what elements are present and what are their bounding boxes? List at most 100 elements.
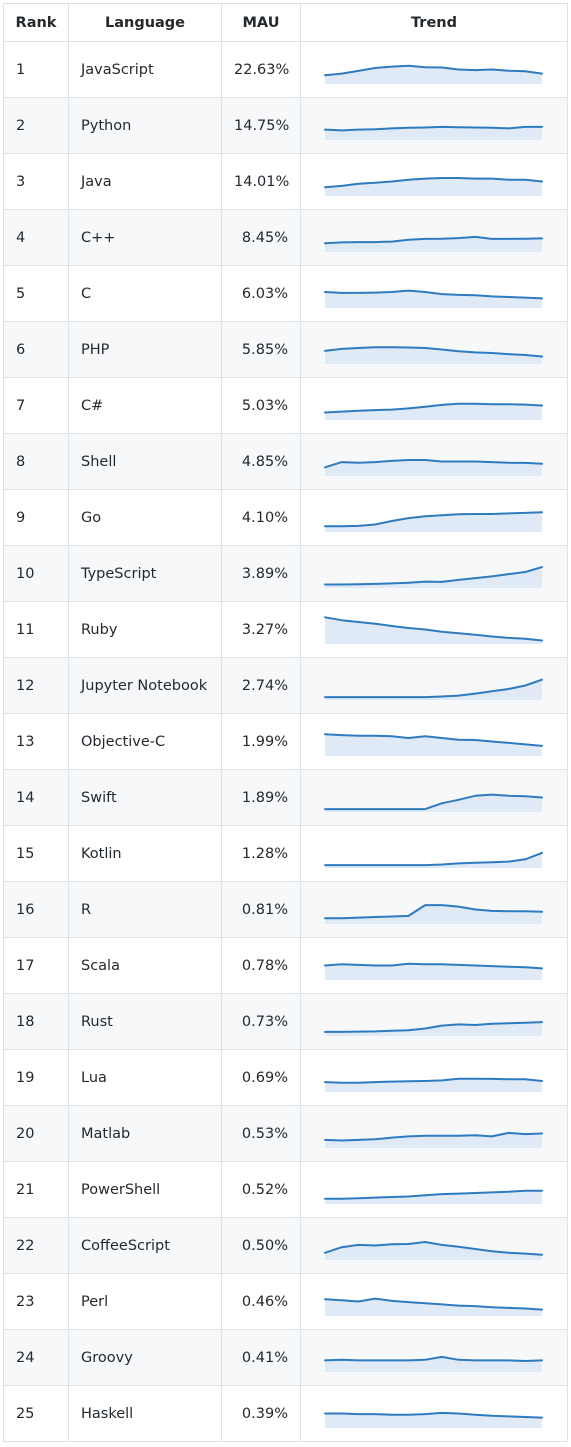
trend-line <box>324 458 543 468</box>
mau-cell: 0.50% <box>221 1217 301 1274</box>
trend-cell <box>300 97 568 154</box>
language-cell: Matlab <box>68 1105 222 1162</box>
mau-cell: 4.85% <box>221 433 301 490</box>
trend-sparkline <box>324 732 543 756</box>
trend-area <box>325 511 542 532</box>
trend-sparkline <box>324 235 543 252</box>
trend-area <box>325 616 542 644</box>
trend-line <box>324 1020 543 1033</box>
language-cell: Shell <box>68 433 222 490</box>
trend-area <box>325 346 542 364</box>
rank-cell: 5 <box>3 265 69 322</box>
trend-line <box>324 1189 543 1200</box>
trend-line <box>324 1240 543 1256</box>
table-row: 15 Kotlin 1.28% <box>3 825 568 882</box>
trend-sparkline <box>324 903 543 924</box>
trend-cell <box>300 1273 568 1330</box>
mau-cell: 1.28% <box>221 825 301 882</box>
trend-area <box>325 679 542 700</box>
trend-cell <box>300 153 568 210</box>
trend-area <box>325 65 542 84</box>
language-cell: Java <box>68 153 222 210</box>
mau-cell: 5.03% <box>221 377 301 434</box>
rank-cell: 24 <box>3 1329 69 1386</box>
rank-header: Rank <box>3 3 69 42</box>
rank-cell: 4 <box>3 209 69 266</box>
mau-cell: 0.46% <box>221 1273 301 1330</box>
mau-cell: 8.45% <box>221 209 301 266</box>
language-cell: Kotlin <box>68 825 222 882</box>
trend-area <box>325 126 542 140</box>
trend-cell <box>300 1329 568 1386</box>
trend-cell <box>300 769 568 826</box>
table-body: 1 JavaScript 22.63% 2 Python 14.75% 3 Java 14.01… <box>3 41 568 1442</box>
trend-line <box>324 235 543 244</box>
trend-cell <box>300 1161 568 1218</box>
header-row: Rank Language MAU Trend <box>3 3 568 42</box>
mau-cell: 0.81% <box>221 881 301 938</box>
language-cell: Groovy <box>68 1329 222 1386</box>
table-row: 25 Haskell 0.39% <box>3 1385 568 1442</box>
rank-cell: 13 <box>3 713 69 770</box>
language-cell: C++ <box>68 209 222 266</box>
rank-cell: 2 <box>3 97 69 154</box>
language-cell: Swift <box>68 769 222 826</box>
trend-line <box>324 345 543 357</box>
trend-line <box>324 903 543 919</box>
table-row: 14 Swift 1.89% <box>3 769 568 826</box>
mau-cell: 22.63% <box>221 41 301 98</box>
mau-cell: 14.75% <box>221 97 301 154</box>
trend-line <box>324 962 543 969</box>
mau-cell: 0.78% <box>221 937 301 994</box>
trend-cell <box>300 321 568 378</box>
trend-sparkline <box>324 615 543 644</box>
table-row: 20 Matlab 0.53% <box>3 1105 568 1162</box>
trend-header: Trend <box>300 3 568 42</box>
rank-cell: 16 <box>3 881 69 938</box>
trend-cell <box>300 1049 568 1106</box>
trend-sparkline <box>324 510 543 532</box>
trend-sparkline <box>324 289 543 308</box>
table-header: Rank Language MAU Trend <box>3 3 568 42</box>
trend-sparkline <box>324 176 543 196</box>
trend-sparkline <box>324 345 543 364</box>
trend-cell <box>300 825 568 882</box>
trend-line <box>324 64 543 76</box>
trend-cell <box>300 1385 568 1442</box>
trend-line <box>324 1131 543 1141</box>
language-cell: JavaScript <box>68 41 222 98</box>
table-row: 23 Perl 0.46% <box>3 1273 568 1330</box>
table-row: 3 Java 14.01% <box>3 153 568 210</box>
rank-cell: 21 <box>3 1161 69 1218</box>
rank-cell: 11 <box>3 601 69 658</box>
trend-area <box>325 1241 542 1260</box>
mau-cell: 0.39% <box>221 1385 301 1442</box>
mau-cell: 1.99% <box>221 713 301 770</box>
language-cell: Rust <box>68 993 222 1050</box>
trend-area <box>325 459 542 476</box>
table-row: 18 Rust 0.73% <box>3 993 568 1050</box>
trend-area <box>325 963 542 980</box>
trend-line <box>324 510 543 527</box>
trend-sparkline <box>324 565 543 588</box>
trend-cell <box>300 601 568 658</box>
mau-cell: 0.73% <box>221 993 301 1050</box>
trend-sparkline <box>324 1355 543 1372</box>
trend-area <box>325 290 542 308</box>
trend-line <box>324 125 543 131</box>
trend-line <box>324 851 543 866</box>
language-cell: Python <box>68 97 222 154</box>
table-row: 13 Objective-C 1.99% <box>3 713 568 770</box>
language-cell: Jupyter Notebook <box>68 657 222 714</box>
trend-line <box>324 793 543 810</box>
trend-line <box>324 1297 543 1311</box>
table-row: 10 TypeScript 3.89% <box>3 545 568 602</box>
trend-line <box>324 565 543 585</box>
language-cell: R <box>68 881 222 938</box>
rank-cell: 23 <box>3 1273 69 1330</box>
trend-sparkline <box>324 1240 543 1260</box>
language-cell: PowerShell <box>68 1161 222 1218</box>
trend-area <box>325 403 542 420</box>
table-row: 5 C 6.03% <box>3 265 568 322</box>
trend-sparkline <box>324 64 543 84</box>
